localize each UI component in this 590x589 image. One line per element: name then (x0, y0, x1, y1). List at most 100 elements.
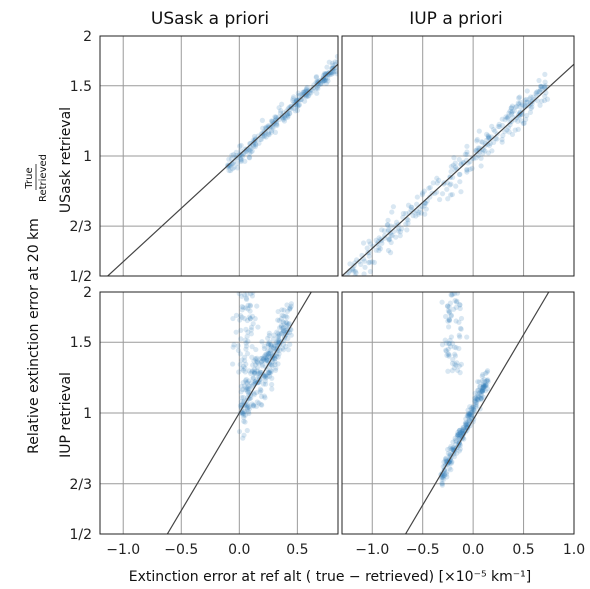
scatter-point (246, 154, 252, 160)
scatter-point (388, 223, 394, 229)
scatter-point (456, 363, 462, 369)
scatter-point (367, 259, 373, 265)
scatter-point (301, 98, 308, 104)
scatter-point (243, 340, 249, 346)
scatter-point (252, 356, 259, 362)
scatter-point (485, 141, 491, 148)
scatter-point (367, 241, 373, 247)
scatter-point (468, 411, 474, 417)
scatter-point (467, 404, 473, 410)
scatter-point (253, 357, 259, 363)
scatter-point (447, 300, 454, 306)
scatter-point (275, 317, 281, 323)
scatter-point (457, 370, 463, 376)
scatter-point (265, 131, 272, 137)
scatter-point (261, 343, 267, 349)
scatter-point (271, 342, 278, 348)
scatter-point (454, 433, 460, 440)
scatter-point (275, 330, 281, 336)
scatter-point (238, 383, 244, 390)
scatter-point (385, 222, 391, 228)
scatter-point (266, 369, 272, 375)
scatter-point (386, 237, 392, 243)
scatter-point (352, 260, 358, 266)
scatter-point (253, 346, 259, 353)
scatter-point (294, 104, 300, 110)
scatter-point (313, 74, 320, 80)
scatter-point (386, 226, 392, 233)
scatter-point (281, 118, 288, 124)
scatter-point (254, 360, 261, 366)
scatter-point (241, 432, 247, 438)
scatter-point (285, 113, 291, 119)
scatter-point (226, 156, 232, 162)
scatter-point (454, 432, 460, 438)
scatter-point (279, 307, 285, 313)
scatter-point (256, 371, 263, 377)
scatter-point (326, 71, 332, 77)
scatter-point (528, 105, 534, 111)
scatter-point (284, 111, 291, 117)
scatter-point (249, 354, 255, 360)
scatter-point (531, 96, 537, 103)
scatter-point (468, 409, 474, 415)
scatter-point (347, 279, 352, 284)
scatter-point (479, 385, 485, 391)
scatter-point (285, 335, 291, 342)
scatter-point (230, 344, 236, 350)
scatter-point (240, 435, 246, 441)
scatter-point (479, 378, 486, 384)
scatter-point (262, 373, 268, 379)
scatter-point (444, 469, 450, 475)
scatter-point (453, 345, 459, 351)
scatter-point (253, 389, 260, 396)
scatter-point (460, 431, 467, 437)
panel-3: 1/2 2/3 1 1.5 2 −1.0 −0.5 0.0 0.5 (69, 285, 339, 558)
scatter-point (266, 333, 272, 339)
scatter-point (361, 258, 368, 264)
scatter-point (541, 97, 548, 104)
scatter-point (500, 132, 506, 139)
fit-line (405, 292, 550, 534)
scatter-point (411, 209, 417, 215)
scatter-point (248, 327, 254, 333)
scatter-point (453, 304, 459, 311)
scatter-point (252, 136, 258, 142)
scatter-point (491, 139, 497, 145)
scatter-point (467, 418, 473, 424)
scatter-point (250, 368, 256, 374)
scatter-point (384, 222, 390, 228)
scatter-point (261, 345, 268, 352)
scatter-point (456, 438, 462, 444)
panel-4: −1.0 −0.5 0.0 0.5 1.0 (341, 291, 585, 558)
scatter-point (298, 96, 304, 103)
scatter-point (234, 165, 241, 171)
scatter-point (538, 86, 544, 92)
scatter-point (452, 353, 459, 359)
scatter-point (285, 114, 291, 120)
scatter-point (263, 357, 269, 363)
scatter-point (439, 342, 446, 348)
scatter-point (325, 78, 331, 84)
scatter-point (538, 83, 545, 90)
scatter-point (456, 448, 463, 454)
scatter-point (430, 180, 436, 186)
y-tick-label: 2 (83, 285, 92, 301)
scatter-point (238, 156, 244, 162)
scatter-point (278, 108, 284, 114)
scatter-point (366, 260, 372, 266)
scatter-point (537, 88, 543, 94)
scatter-point (245, 404, 251, 410)
scatter-point (251, 133, 258, 140)
scatter-point (480, 384, 486, 390)
scatter-point (301, 89, 307, 95)
scatter-point (483, 370, 489, 376)
scatter-point (257, 136, 264, 143)
y-tick-label: 1.5 (70, 335, 92, 351)
scatter-point (264, 351, 270, 357)
scatter-point (264, 357, 270, 363)
scatter-point (462, 420, 469, 426)
scatter-point (246, 404, 252, 410)
scatter-point (460, 425, 466, 431)
scatter-point (324, 75, 331, 81)
